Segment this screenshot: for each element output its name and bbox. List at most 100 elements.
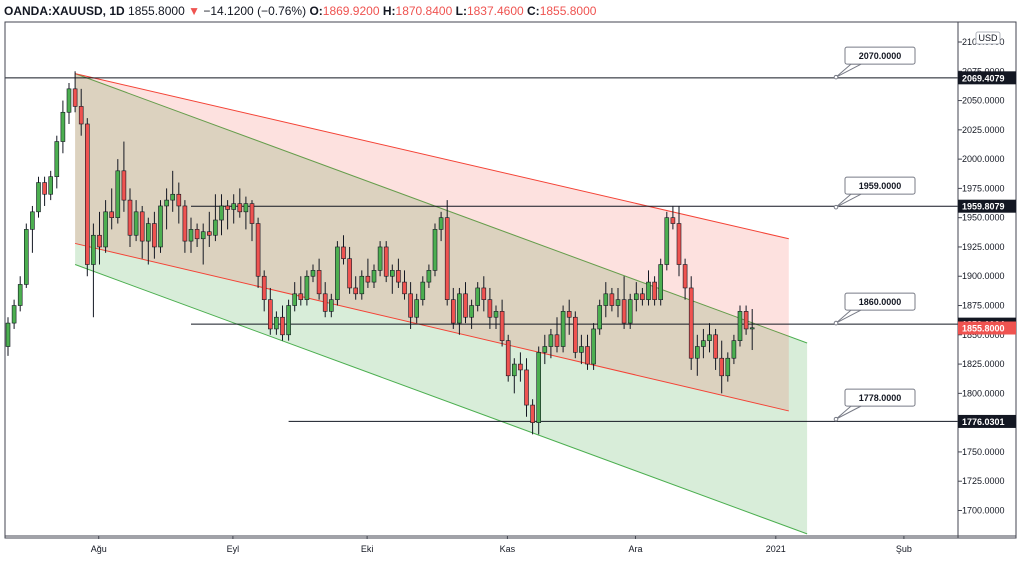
candle-body-up <box>560 311 566 347</box>
candle-body-up <box>328 299 334 312</box>
candle <box>243 196 249 230</box>
candle-body-down <box>566 311 572 318</box>
candle-body-up <box>475 287 481 306</box>
candle <box>139 205 145 259</box>
candle-body-down <box>207 231 212 236</box>
candle <box>11 299 17 329</box>
candle-body-down <box>72 88 78 107</box>
candle-body-down <box>261 275 267 300</box>
candle <box>133 200 139 242</box>
candle <box>579 334 584 365</box>
open-value: 1869.9200 <box>322 4 380 18</box>
candle-body-down <box>139 211 145 242</box>
candle <box>627 293 633 329</box>
candle-body-up <box>371 270 377 283</box>
candle <box>585 334 590 370</box>
callout-anchor <box>833 74 839 80</box>
candle-body-up <box>11 305 17 324</box>
callout-3[interactable]: 1860.0000 <box>833 292 916 326</box>
callout-box <box>844 292 916 311</box>
candle-body-up <box>200 231 206 240</box>
level-price-tag-4: 1776.0301 <box>958 414 1016 428</box>
candle-body-up <box>426 270 432 283</box>
time-tick-label: Eki <box>361 544 374 554</box>
candle-body-down <box>402 281 407 295</box>
candle-body-down <box>322 293 328 312</box>
candle <box>207 211 212 247</box>
candle-body-down <box>365 275 371 283</box>
candle-body-up <box>591 328 596 365</box>
candle <box>572 311 578 359</box>
callout-anchor <box>833 320 839 326</box>
down-arrow-icon: ▼ <box>188 4 200 18</box>
price-tick-label: 1975.0000 <box>962 183 1005 193</box>
candle-body-down <box>670 217 676 224</box>
high-value: 1870.8400 <box>395 4 453 18</box>
candle-body-down <box>176 193 182 207</box>
price-tick-label: 2025.0000 <box>962 125 1005 135</box>
candle-body-up <box>615 299 621 306</box>
currency-badge-box[interactable] <box>975 31 1001 45</box>
candle <box>66 82 72 124</box>
candle <box>182 200 188 253</box>
candle <box>109 188 114 230</box>
candle-body-down <box>450 299 456 324</box>
level-price-tag-1-bg <box>958 71 1016 85</box>
candle-body-up <box>158 205 163 248</box>
candle <box>633 282 639 312</box>
candle <box>475 282 481 312</box>
candle <box>457 287 462 335</box>
candle <box>402 270 407 300</box>
horizontal-levels <box>5 77 958 422</box>
candle-body-up <box>310 270 316 277</box>
candle <box>664 211 670 271</box>
candle <box>225 200 230 230</box>
candle <box>444 200 450 306</box>
candle <box>646 270 651 306</box>
candle <box>737 305 743 347</box>
candle-body-down <box>280 316 285 336</box>
callout-1[interactable]: 2070.0000 <box>833 46 916 80</box>
candle-body-up <box>213 219 218 236</box>
time-tick-label: Ara <box>628 544 642 554</box>
currency-badge[interactable]: USD <box>975 31 1001 45</box>
callout-4[interactable]: 1778.0000 <box>833 388 916 422</box>
candle <box>554 317 560 353</box>
chart-border <box>4 21 1017 539</box>
price-axis[interactable]: 2100.00002075.00002050.00002025.00002000… <box>958 37 1016 515</box>
candle-body-up <box>17 284 23 306</box>
candle <box>286 299 291 341</box>
candle-body-up <box>36 182 41 213</box>
candle-body-up <box>469 305 474 318</box>
candle <box>194 223 200 247</box>
candle-body-up <box>23 229 29 285</box>
candle <box>676 205 682 277</box>
candle <box>60 100 66 154</box>
level-price-tag-4-bg <box>958 414 1016 428</box>
price-tick-label: 1800.0000 <box>962 388 1005 398</box>
price-tick-label: 1950.0000 <box>962 213 1005 223</box>
price-tick-label: 1900.0000 <box>962 271 1005 281</box>
candle <box>36 176 41 218</box>
price-callouts[interactable]: 2070.0000 1959.0000 1860.0000 1778.0000 <box>833 46 916 422</box>
candle-body-down <box>255 223 261 277</box>
candle <box>146 217 151 265</box>
candle-body-down <box>499 311 505 341</box>
candle <box>591 323 596 370</box>
callout-pointer <box>835 193 862 208</box>
time-axis[interactable]: Ağu Eyl Eki Kas Ara 2021 Şub <box>91 536 912 554</box>
candle <box>30 205 35 253</box>
candle <box>54 135 60 189</box>
candle-body-up <box>66 88 72 113</box>
candle-body-down <box>347 258 352 289</box>
candle-body-up <box>432 229 438 271</box>
candle-body-up <box>188 229 194 242</box>
callout-2[interactable]: 1959.0000 <box>833 176 916 210</box>
level-price-tag-2: 1959.8079 <box>958 199 1016 213</box>
level-price-tag-1: 2069.4079 <box>958 71 1016 85</box>
candle-body-down <box>152 223 157 248</box>
price-tick-label: 1700.0000 <box>962 505 1005 515</box>
candle <box>377 241 383 277</box>
candle-body-down <box>237 203 243 213</box>
